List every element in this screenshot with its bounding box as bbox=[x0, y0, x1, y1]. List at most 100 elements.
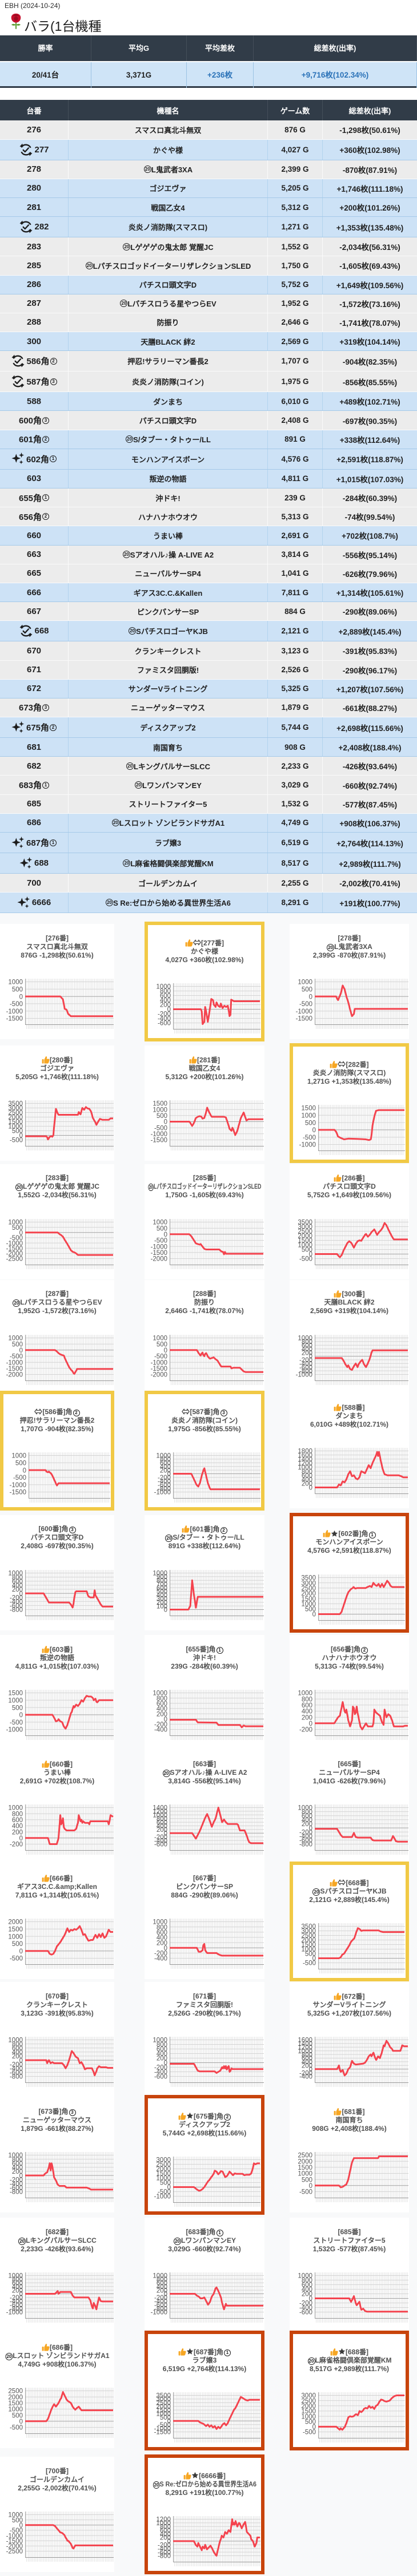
svg-text:-400: -400 bbox=[10, 1598, 23, 1605]
svg-text:0: 0 bbox=[19, 1590, 23, 1597]
svg-text:600: 600 bbox=[302, 1702, 312, 1709]
svg-text:600: 600 bbox=[12, 1578, 23, 1585]
svg-text:800: 800 bbox=[302, 1696, 312, 1703]
svg-text:1000: 1000 bbox=[153, 1219, 167, 1226]
svg-text:-400: -400 bbox=[299, 2074, 312, 2081]
svg-text:-500: -500 bbox=[154, 1237, 167, 1244]
svg-text:1500: 1500 bbox=[153, 1101, 167, 1108]
svg-text:200: 200 bbox=[12, 2287, 23, 2294]
svg-text:-600: -600 bbox=[158, 2549, 171, 2556]
svg-text:0: 0 bbox=[164, 1606, 167, 1613]
svg-text:1000: 1000 bbox=[298, 1805, 312, 1812]
svg-text:-1000: -1000 bbox=[10, 1482, 26, 1489]
svg-text:-400: -400 bbox=[10, 2299, 23, 2306]
svg-text:-1000: -1000 bbox=[154, 2425, 171, 2432]
svg-text:-1000: -1000 bbox=[6, 1359, 23, 1366]
svg-text:800: 800 bbox=[302, 2052, 312, 2058]
svg-text:500: 500 bbox=[12, 987, 23, 994]
svg-text:500: 500 bbox=[12, 1224, 23, 1231]
svg-text:800: 800 bbox=[12, 2041, 23, 2048]
svg-text:0: 0 bbox=[23, 1467, 26, 1474]
svg-text:400: 400 bbox=[302, 1477, 312, 1484]
svg-text:200: 200 bbox=[302, 1821, 312, 1828]
svg-text:-400: -400 bbox=[299, 1360, 312, 1367]
svg-text:-500: -500 bbox=[10, 1235, 23, 1242]
svg-text:600: 600 bbox=[160, 993, 171, 1000]
svg-text:400: 400 bbox=[302, 1346, 312, 1352]
svg-text:3000: 3000 bbox=[298, 1224, 312, 1230]
svg-text:600: 600 bbox=[12, 2045, 23, 2052]
svg-text:600: 600 bbox=[157, 2046, 167, 2053]
svg-text:-600: -600 bbox=[299, 2309, 312, 2316]
svg-text:2000: 2000 bbox=[156, 2404, 171, 2411]
svg-text:-800: -800 bbox=[299, 1842, 312, 1848]
svg-text:-800: -800 bbox=[158, 1485, 171, 1492]
svg-text:-1000: -1000 bbox=[6, 1008, 23, 1015]
svg-text:0: 0 bbox=[164, 1119, 167, 1126]
svg-text:-500: -500 bbox=[154, 1125, 167, 1132]
svg-text:0: 0 bbox=[309, 1485, 312, 1492]
svg-text:-400: -400 bbox=[154, 2299, 167, 2306]
svg-text:0: 0 bbox=[309, 1825, 312, 1832]
svg-text:-1500: -1500 bbox=[6, 1366, 23, 1372]
svg-text:200: 200 bbox=[12, 1586, 23, 1593]
svg-text:-200: -200 bbox=[299, 2070, 312, 2077]
svg-text:400: 400 bbox=[157, 1823, 167, 1830]
svg-text:1400: 1400 bbox=[298, 1456, 312, 1463]
svg-text:-1000: -1000 bbox=[6, 1240, 23, 1247]
svg-text:-600: -600 bbox=[10, 2185, 23, 2192]
svg-text:2000: 2000 bbox=[156, 2166, 171, 2173]
svg-text:200: 200 bbox=[157, 1940, 167, 1947]
svg-text:600: 600 bbox=[12, 2161, 23, 2167]
svg-text:400: 400 bbox=[160, 1464, 171, 1471]
svg-text:400: 400 bbox=[157, 2051, 167, 2058]
svg-text:1000: 1000 bbox=[156, 984, 171, 991]
svg-text:800: 800 bbox=[302, 2278, 312, 2284]
svg-text:1000: 1000 bbox=[298, 1242, 312, 1249]
svg-text:3000: 3000 bbox=[156, 2157, 171, 2164]
svg-text:1000: 1000 bbox=[8, 1933, 23, 1940]
svg-text:1600: 1600 bbox=[298, 2037, 312, 2044]
svg-text:-1000: -1000 bbox=[151, 2309, 167, 2316]
svg-text:500: 500 bbox=[157, 1225, 167, 1232]
svg-text:500: 500 bbox=[12, 2412, 23, 2419]
svg-text:800: 800 bbox=[157, 1816, 167, 1823]
svg-text:-600: -600 bbox=[299, 1364, 312, 1371]
svg-text:1500: 1500 bbox=[8, 1119, 23, 1126]
svg-text:1000: 1000 bbox=[301, 1113, 316, 1120]
svg-text:800: 800 bbox=[157, 1577, 167, 1584]
svg-text:2500: 2500 bbox=[8, 2388, 23, 2395]
svg-text:1000: 1000 bbox=[298, 2048, 312, 2055]
svg-text:1200: 1200 bbox=[298, 1460, 312, 1467]
svg-text:1000: 1000 bbox=[153, 2273, 167, 2280]
svg-text:1000: 1000 bbox=[8, 1335, 23, 1342]
svg-text:200: 200 bbox=[160, 1467, 171, 1474]
svg-text:-500: -500 bbox=[299, 1255, 312, 1262]
svg-text:0: 0 bbox=[19, 1948, 23, 1955]
svg-text:-200: -200 bbox=[10, 1842, 23, 1848]
svg-text:1000: 1000 bbox=[298, 1690, 312, 1697]
svg-text:-600: -600 bbox=[10, 2302, 23, 2309]
svg-text:-800: -800 bbox=[10, 1606, 23, 1613]
svg-text:1000: 1000 bbox=[153, 1335, 167, 1342]
svg-text:-1000: -1000 bbox=[6, 2533, 23, 2539]
svg-text:1000: 1000 bbox=[298, 1464, 312, 1471]
svg-text:-500: -500 bbox=[303, 2429, 316, 2436]
svg-text:-1000: -1000 bbox=[154, 1489, 171, 1496]
svg-text:-600: -600 bbox=[10, 2070, 23, 2077]
svg-text:2500: 2500 bbox=[301, 1585, 316, 1592]
svg-text:1000: 1000 bbox=[8, 1219, 23, 1226]
svg-text:500: 500 bbox=[305, 2418, 316, 2425]
svg-text:-200: -200 bbox=[154, 1951, 167, 1957]
svg-text:2000: 2000 bbox=[298, 2158, 312, 2165]
svg-text:2000: 2000 bbox=[8, 1115, 23, 1121]
svg-text:1600: 1600 bbox=[298, 1452, 312, 1459]
svg-text:1500: 1500 bbox=[156, 2407, 171, 2414]
svg-text:-200: -200 bbox=[158, 1011, 171, 1018]
svg-text:-500: -500 bbox=[154, 1353, 167, 1360]
svg-text:0: 0 bbox=[167, 1007, 171, 1014]
svg-text:500: 500 bbox=[12, 2517, 23, 2524]
svg-text:-400: -400 bbox=[158, 1016, 171, 1023]
svg-text:-800: -800 bbox=[158, 2553, 171, 2560]
svg-text:-600: -600 bbox=[154, 2074, 167, 2081]
